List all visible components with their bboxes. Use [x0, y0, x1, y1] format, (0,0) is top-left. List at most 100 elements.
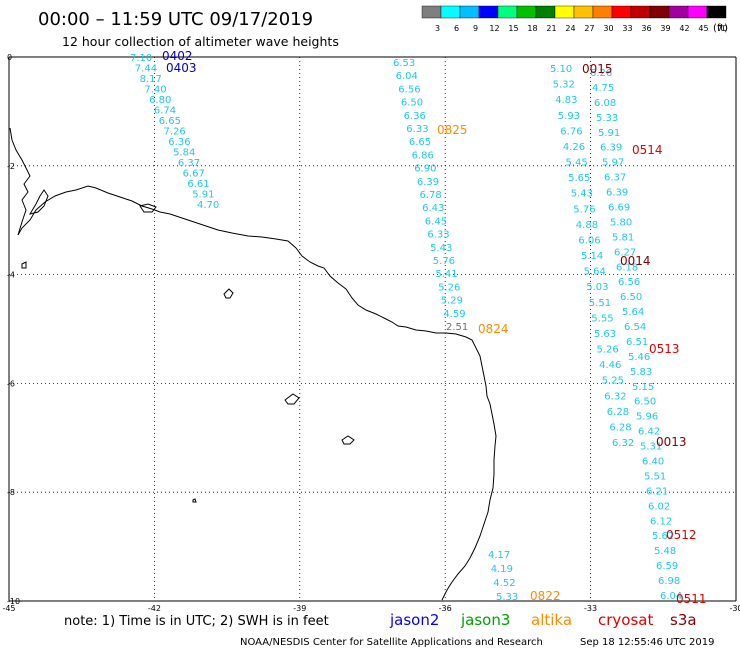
wave-height-value: 5.65 [568, 173, 590, 184]
wave-height-value: 6.51 [626, 337, 648, 348]
wave-height-value: 5.80 [610, 217, 632, 228]
legend-swatch [478, 5, 499, 19]
y-tick-label: -10 [7, 597, 20, 606]
wave-height-value: 6.50 [634, 397, 656, 408]
wave-height-value: 4.52 [493, 578, 515, 589]
wave-height-value: 6.98 [658, 576, 680, 587]
legend-swatch [516, 5, 537, 19]
legend-bin-label: 18 [527, 24, 537, 33]
track-time-label: 0511 [676, 592, 707, 606]
wave-height-value: 6.53 [393, 58, 415, 69]
color-legend: 3 6 9 12 15 18 21 24 27 30 33 36 39 42 45 70 [421, 5, 728, 33]
wave-height-value: 5.63 [594, 329, 616, 340]
wave-height-tracks: 7.107.448.177.406.806.746.657.266.365.84… [130, 53, 682, 603]
wave-height-value: 6.90 [414, 164, 436, 175]
legend-swatch [611, 5, 632, 19]
legend-bin-label: 3 [435, 24, 440, 33]
y-tick-label: -2 [7, 162, 15, 171]
wave-height-value: 7.26 [164, 127, 186, 138]
wave-height-value: 6.43 [422, 203, 444, 214]
wave-height-value: 5.91 [192, 190, 214, 201]
wave-height-value: 6.37 [178, 158, 200, 169]
track-time-label: 0512 [666, 528, 697, 542]
island-mid [223, 288, 234, 299]
wave-height-value: 5.64 [622, 307, 644, 318]
wave-height-value: 6.39 [606, 188, 628, 199]
wave-height-value: 5.55 [591, 313, 613, 324]
wave-height-value: 5.33 [496, 592, 518, 603]
wave-height-value: 6.61 [187, 179, 209, 190]
legend-swatch [687, 5, 708, 19]
wave-height-value: 6.39 [600, 143, 622, 154]
wave-height-value: 6.12 [650, 516, 672, 527]
wave-height-value: 6.36 [404, 111, 426, 122]
wave-height-value: 6.56 [618, 277, 640, 288]
wave-height-value: 6.36 [168, 137, 190, 148]
wave-height-value: 6.56 [398, 84, 420, 95]
coastline [9, 127, 497, 601]
x-tick-label: -39 [293, 604, 306, 613]
satellite-name: jason2 [389, 611, 439, 629]
legend-swatch [649, 5, 670, 19]
x-tick-label: -45 [2, 604, 15, 613]
footer-note: note: 1) Time is in UTC; 2) SWH is in fe… [64, 614, 329, 629]
wave-height-value: 5.25 [602, 376, 624, 387]
legend-swatch [573, 5, 594, 19]
wave-height-value: 6.37 [604, 173, 626, 184]
wave-height-value: 6.32 [604, 391, 626, 402]
track-time-label: 0825 [437, 123, 468, 137]
satellite-name: s3a [670, 611, 697, 629]
track-time-label: 0014 [620, 254, 651, 268]
wave-height-value: 5.46 [628, 352, 650, 363]
legend-bin-label: 39 [660, 24, 670, 33]
wave-height-value: 2.51 [446, 322, 468, 333]
wave-height-value: 4.19 [491, 564, 513, 575]
track-time-label: 0824 [478, 322, 509, 336]
wave-height-value: 6.76 [560, 126, 582, 137]
wave-height-value: 5.31 [640, 442, 662, 453]
wave-height-value: 6.04 [396, 71, 418, 82]
island-small-west [21, 261, 27, 269]
legend-bin-label: 6 [454, 24, 459, 33]
wave-height-value: 6.08 [594, 98, 616, 109]
wave-height-value: 6.39 [417, 177, 439, 188]
wave-height-value: 6.40 [642, 457, 664, 468]
y-tick-label: -4 [7, 271, 15, 280]
wave-height-value: 7.10 [130, 53, 152, 64]
wave-height-value: 5.10 [550, 64, 572, 75]
legend-bin-label: 45 [698, 24, 708, 33]
wave-height-value: 5.76 [433, 256, 455, 267]
legend-swatch [592, 5, 613, 19]
wave-height-value: 6.69 [608, 203, 630, 214]
wave-height-value: 6.50 [401, 98, 423, 109]
wave-height-value: 6.28 [609, 422, 631, 433]
y-tick-label: 0 [7, 53, 12, 62]
wave-height-value: 5.81 [612, 232, 634, 243]
wave-height-value: 6.80 [149, 95, 171, 106]
legend-unit-label: (ft) [713, 23, 728, 34]
track-time-label: 0403 [166, 61, 197, 75]
track-time-label: 0513 [649, 342, 680, 356]
wave-height-value: 5.48 [654, 546, 676, 557]
legend-bin-label: 70 [717, 24, 727, 33]
wave-height-value: 5.93 [558, 111, 580, 122]
wave-height-value: 6.33 [427, 230, 449, 241]
legend-bin-label: 21 [546, 24, 556, 33]
legend-swatch [630, 5, 651, 19]
wave-height-value: 7.40 [144, 85, 166, 96]
legend-swatch [440, 5, 461, 19]
wave-height-value: 5.62 [652, 531, 674, 542]
wave-height-value: 6.65 [159, 116, 181, 127]
wave-height-value: 4.26 [563, 142, 585, 153]
wave-height-value: 6.59 [656, 561, 678, 572]
x-tick-label: -36 [439, 604, 452, 613]
island-142 [139, 203, 157, 213]
wave-height-value: 6.32 [612, 438, 634, 449]
wave-height-value: 6.33 [406, 124, 428, 135]
wave-height-value: 5.91 [598, 128, 620, 139]
legend-swatch [706, 5, 727, 19]
island-south-a [284, 393, 300, 405]
wave-height-value: 6.78 [420, 190, 442, 201]
legend-bin-label: 15 [508, 24, 518, 33]
wave-height-value: 6.67 [183, 169, 205, 180]
